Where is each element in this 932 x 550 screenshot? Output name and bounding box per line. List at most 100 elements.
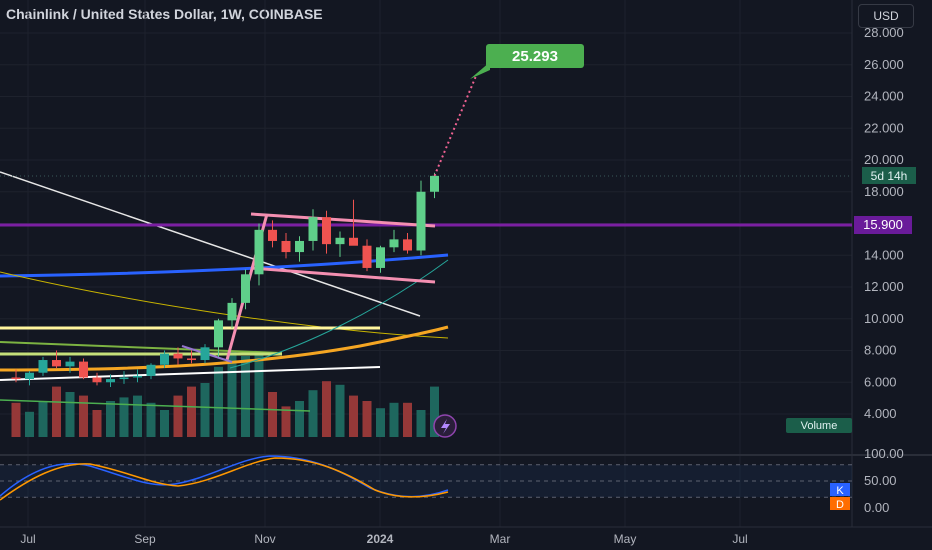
volume-bar — [281, 406, 291, 437]
line-white-bottom — [0, 366, 381, 381]
volume-bar — [187, 386, 196, 437]
time-axis-label: Jul — [20, 532, 35, 546]
volume-bar — [65, 392, 75, 437]
price-tick-label: 28.000 — [864, 25, 904, 40]
candle-body — [187, 358, 196, 361]
chart-title: Chainlink / United States Dollar, 1W, CO… — [6, 6, 323, 22]
candle-body — [214, 320, 223, 348]
candle-body — [173, 353, 183, 359]
volume-bar — [25, 411, 34, 437]
lightning-glyph — [441, 419, 450, 434]
volume-bar — [11, 402, 21, 437]
stoch-tick-label: 50.00 — [864, 473, 897, 488]
stoch-d-label: D — [836, 499, 844, 511]
time-axis-label: May — [614, 532, 637, 546]
volume-bar — [52, 386, 61, 437]
candle-body — [403, 239, 412, 251]
candle-body — [65, 361, 75, 367]
candle-body — [295, 240, 304, 253]
price-tick-label: 18.000 — [864, 184, 904, 199]
flag-lower-line — [250, 266, 436, 284]
candle-body — [52, 360, 61, 367]
volume-bar — [362, 401, 372, 437]
volume-bar — [308, 390, 318, 437]
line-green-bottom — [0, 399, 311, 412]
volume-bar — [160, 410, 169, 437]
time-axis-label: Jul — [732, 532, 747, 546]
candle-body — [430, 175, 439, 192]
stoch-k-tag — [830, 483, 850, 496]
candle-body — [268, 229, 277, 241]
candle-body — [133, 375, 142, 378]
time-axis-label: Nov — [254, 532, 275, 546]
volume-bar — [389, 402, 399, 437]
time-axis-label: Mar — [490, 532, 511, 546]
volume-bar — [173, 395, 183, 437]
ma-blue-line — [0, 253, 449, 278]
candle-body — [362, 245, 372, 268]
trendline-white — [0, 171, 421, 317]
volume-bar — [295, 401, 304, 437]
line-green — [0, 341, 283, 354]
candle-body — [38, 360, 48, 373]
volume-bar — [376, 408, 385, 437]
price-tick-label: 24.000 — [864, 89, 904, 104]
price-tick-label: 12.000 — [864, 279, 904, 294]
price-tick-label: 20.000 — [864, 152, 904, 167]
volume-bar — [322, 381, 331, 437]
volume-bar — [92, 410, 102, 437]
volume-bar — [106, 401, 115, 437]
candle-body — [146, 364, 156, 376]
volume-bar — [254, 354, 264, 437]
price-tick-label: 14.000 — [864, 247, 904, 262]
volume-bar — [146, 402, 156, 437]
time-axis-label: Sep — [134, 532, 156, 546]
projection-line — [433, 75, 477, 177]
candle-body — [335, 237, 345, 245]
price-tick-label: 4.000 — [864, 406, 897, 421]
stoch-tick-label: 0.00 — [864, 500, 889, 515]
candle-body — [416, 191, 426, 251]
candle-body — [376, 247, 385, 268]
candle-body — [92, 377, 102, 383]
candle-body — [106, 379, 115, 383]
candle-body — [322, 217, 331, 245]
stoch-d-tag — [830, 497, 850, 510]
volume-bar — [335, 384, 345, 437]
volume-bar — [403, 402, 412, 437]
countdown-tag — [862, 167, 916, 184]
volume-bar — [214, 366, 223, 437]
target-callout — [470, 44, 584, 79]
callout-pointer — [470, 62, 490, 79]
price-tick-label: 10.000 — [864, 311, 904, 326]
ma-teal-thin — [229, 259, 449, 369]
stoch-d-line — [0, 457, 449, 501]
time-axis-label: 2024 — [367, 532, 394, 546]
candle-body — [79, 361, 88, 378]
volume-bar — [416, 410, 426, 437]
candle-body — [308, 217, 318, 241]
volume-label-box — [786, 418, 852, 433]
candle-body — [241, 274, 250, 303]
stoch-k-label: K — [836, 485, 844, 497]
volume-bar — [133, 395, 142, 437]
volume-bar — [268, 392, 277, 437]
volume-label: Volume — [801, 420, 838, 432]
volume-bar — [227, 350, 237, 437]
volume-bar — [200, 383, 210, 437]
candle-body — [389, 239, 399, 248]
flag-upper-line — [250, 212, 436, 228]
ma-orange-line — [0, 325, 449, 372]
candle-body — [200, 347, 210, 361]
current-price-tag — [854, 216, 912, 234]
volume-bar — [119, 397, 129, 437]
candle-body — [349, 237, 358, 246]
target-label-box — [486, 44, 584, 68]
candle-body — [11, 377, 21, 380]
candle-body — [227, 302, 237, 321]
volume-bar — [38, 401, 48, 437]
candle-body — [160, 353, 169, 365]
currency-button[interactable]: USD — [858, 4, 914, 28]
price-tick-label: 6.000 — [864, 374, 897, 389]
